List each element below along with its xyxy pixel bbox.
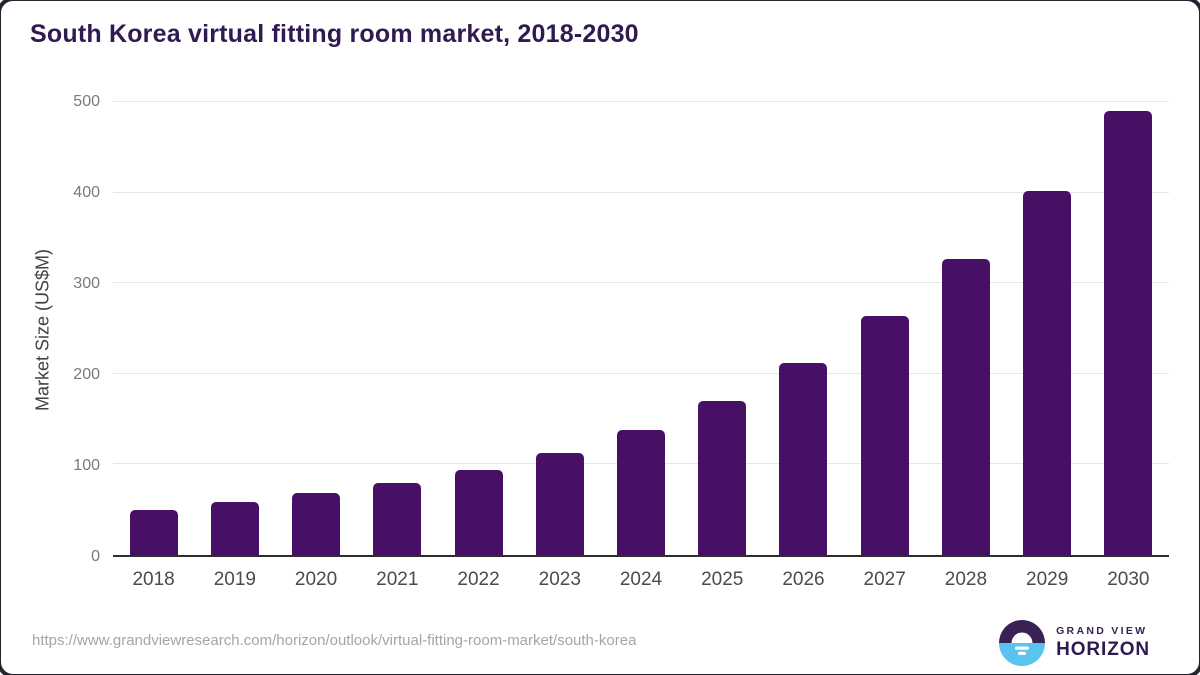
y-tick-label: 500: [73, 93, 100, 110]
x-tick-label: 2029: [1026, 569, 1069, 590]
bar-2021: [373, 482, 422, 555]
x-tick-label: 2022: [457, 569, 500, 590]
plot-area: [113, 101, 1169, 557]
x-tick-label: 2028: [944, 569, 988, 590]
bar-2027: [860, 315, 909, 555]
x-tick-label: 2018: [132, 569, 175, 590]
y-tick-label: 200: [73, 366, 100, 383]
bar-2022: [454, 469, 503, 555]
bar-2018: [129, 509, 178, 555]
bar-2019: [210, 501, 259, 555]
gridline: [113, 191, 1169, 193]
x-tick-label: 2023: [538, 569, 581, 590]
brand-logo: GRAND VIEW HORIZON: [999, 620, 1150, 666]
gridline: [113, 372, 1169, 374]
x-tick-label: 2024: [619, 569, 663, 590]
bar-2028: [941, 258, 990, 555]
bar-2025: [698, 400, 747, 555]
bar-2024: [617, 429, 665, 555]
bar-2023: [535, 452, 584, 555]
bar-2029: [1023, 190, 1072, 555]
horizon-sun-icon: [999, 620, 1046, 666]
x-tick-label: 2019: [213, 569, 256, 590]
x-tick-label: 2025: [701, 569, 744, 590]
bar-2030: [1104, 111, 1153, 555]
logo-wordmark: GRAND VIEW HORIZON: [1056, 625, 1150, 660]
x-tick-label: 2030: [1107, 569, 1150, 590]
y-tick-label: 0: [91, 548, 100, 565]
y-tick-label: 300: [73, 275, 100, 292]
x-axis-labels: 2018 2019 2020 2021 2022 2023 2024 2025 2026 2027…: [113, 559, 1169, 599]
logo-text-horizon: HORIZON: [1056, 638, 1150, 660]
gridline: [113, 101, 1169, 102]
gridline: [113, 282, 1169, 284]
x-tick-label: 2020: [294, 569, 338, 590]
x-tick-label: 2021: [376, 569, 419, 590]
x-tick-label: 2026: [782, 569, 825, 590]
y-tick-label: 400: [73, 184, 100, 201]
x-tick-label: 2027: [863, 569, 906, 590]
source-url: https://www.grandviewresearch.com/horizo…: [32, 632, 637, 649]
logo-text-grand-view: GRAND VIEW: [1056, 625, 1148, 638]
chart-title: South Korea virtual fitting room market,…: [30, 20, 639, 48]
bar-2026: [779, 362, 828, 555]
bar-2020: [292, 493, 341, 555]
y-tick-label: 100: [73, 457, 100, 474]
y-axis-ticks: 0 100 200 300 400 500: [0, 94, 100, 565]
